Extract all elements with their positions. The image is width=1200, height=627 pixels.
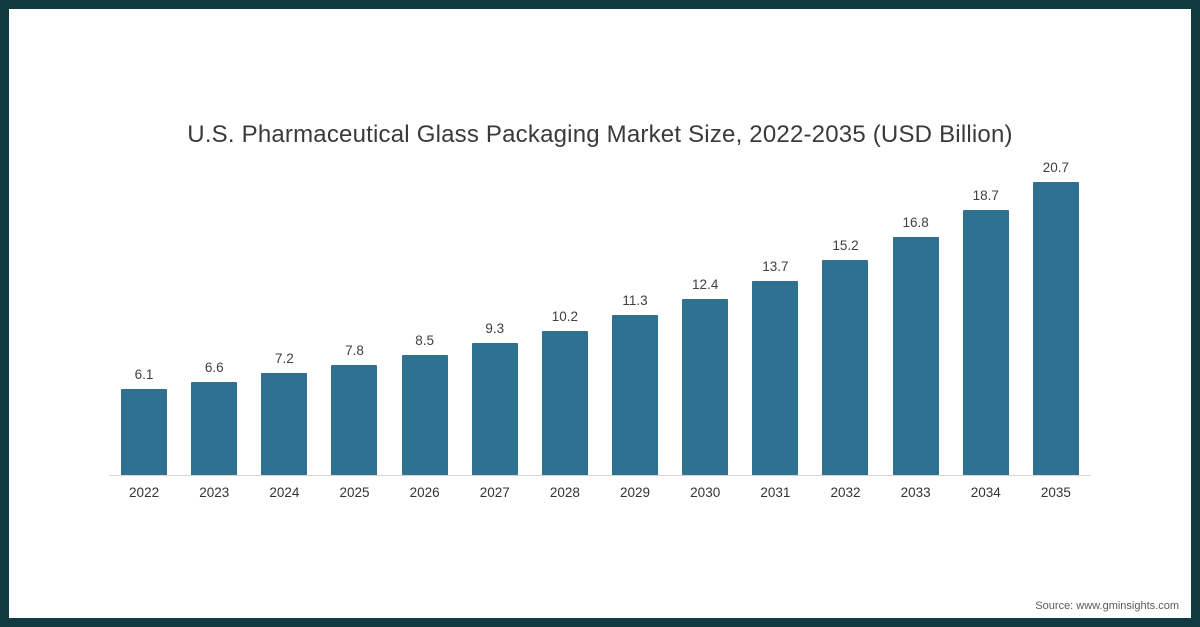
bar-group: 8.5: [390, 333, 460, 475]
bar-value-label: 6.1: [134, 367, 154, 382]
bars-row: 6.1 6.6 7.2 7.8 8.5 9.3 10.2 11.3 12.4 13.7 15.2 16…: [109, 155, 1091, 475]
bar: [822, 260, 869, 475]
x-axis-tick-label: 2022: [129, 485, 160, 500]
bar-group: 10.2: [530, 309, 600, 475]
x-axis-tick-label: 2024: [269, 485, 300, 500]
bar: [541, 331, 588, 475]
chart-area: 6.1 6.6 7.2 7.8 8.5 9.3 10.2 11.3 12.4 13.7 15.2 16…: [109, 155, 1091, 500]
bar: [471, 343, 518, 475]
source-attribution: Source: www.gminsights.com: [1035, 600, 1179, 612]
bar-group: 15.2: [810, 238, 880, 475]
chart-title: U.S. Pharmaceutical Glass Packaging Mark…: [187, 121, 1013, 148]
bar: [261, 373, 308, 475]
bar: [1032, 182, 1079, 475]
bar-value-label: 7.2: [274, 351, 294, 366]
bar-value-label: 10.2: [551, 309, 579, 324]
bar-value-label: 15.2: [832, 238, 859, 253]
x-axis-line: [109, 475, 1091, 476]
bar-value-label: 13.7: [762, 259, 789, 274]
bar-group: 18.7: [951, 188, 1021, 475]
bar-value-label: 20.7: [1042, 160, 1070, 175]
bar: [892, 237, 939, 475]
bar: [331, 365, 378, 475]
bar-value-label: 8.5: [415, 333, 435, 348]
bar: [121, 389, 168, 475]
bar-group: 11.3: [600, 293, 670, 475]
bar-group: 20.7: [1021, 160, 1091, 475]
x-axis-tick-label: 2033: [900, 485, 931, 500]
bar: [962, 210, 1009, 475]
bar-group: 6.6: [179, 360, 249, 475]
x-axis-tick-label: 2032: [830, 485, 861, 500]
bar-group: 6.1: [109, 367, 179, 475]
x-axis-tick-label: 2031: [760, 485, 791, 500]
bar: [682, 299, 729, 475]
bar-value-label: 12.4: [692, 277, 719, 292]
x-axis-tick-label: 2025: [339, 485, 370, 500]
x-axis-tick-label: 2026: [409, 485, 440, 500]
bar: [752, 281, 799, 475]
bar-group: 7.8: [319, 343, 389, 475]
bar-group: 13.7: [740, 259, 810, 475]
bar-group: 12.4: [670, 277, 740, 475]
x-axis-tick-label: 2034: [970, 485, 1001, 500]
bar-value-label: 9.3: [485, 321, 505, 336]
bar-value-label: 16.8: [902, 215, 929, 230]
bar-value-label: 18.7: [972, 188, 999, 203]
bar-value-label: 7.8: [345, 343, 364, 358]
x-axis-tick-label: 2035: [1040, 485, 1071, 500]
bar: [401, 355, 448, 475]
bar-group: 9.3: [460, 321, 530, 475]
x-axis-tick-label: 2029: [620, 485, 651, 500]
x-axis-tick-label: 2028: [549, 485, 580, 500]
bar: [612, 315, 659, 475]
x-axis-tick-label: 2023: [199, 485, 230, 500]
x-axis-tick-label: 2027: [479, 485, 510, 500]
bar-group: 7.2: [249, 351, 319, 475]
bar-value-label: 6.6: [204, 360, 224, 375]
x-axis-labels: 2022 2023 2024 2025 2026 2027 2028 2029 2030 2031…: [109, 476, 1091, 500]
bar-group: 16.8: [881, 215, 951, 475]
x-axis-tick-label: 2030: [690, 485, 721, 500]
bar-value-label: 11.3: [622, 293, 648, 308]
bar: [191, 382, 238, 475]
